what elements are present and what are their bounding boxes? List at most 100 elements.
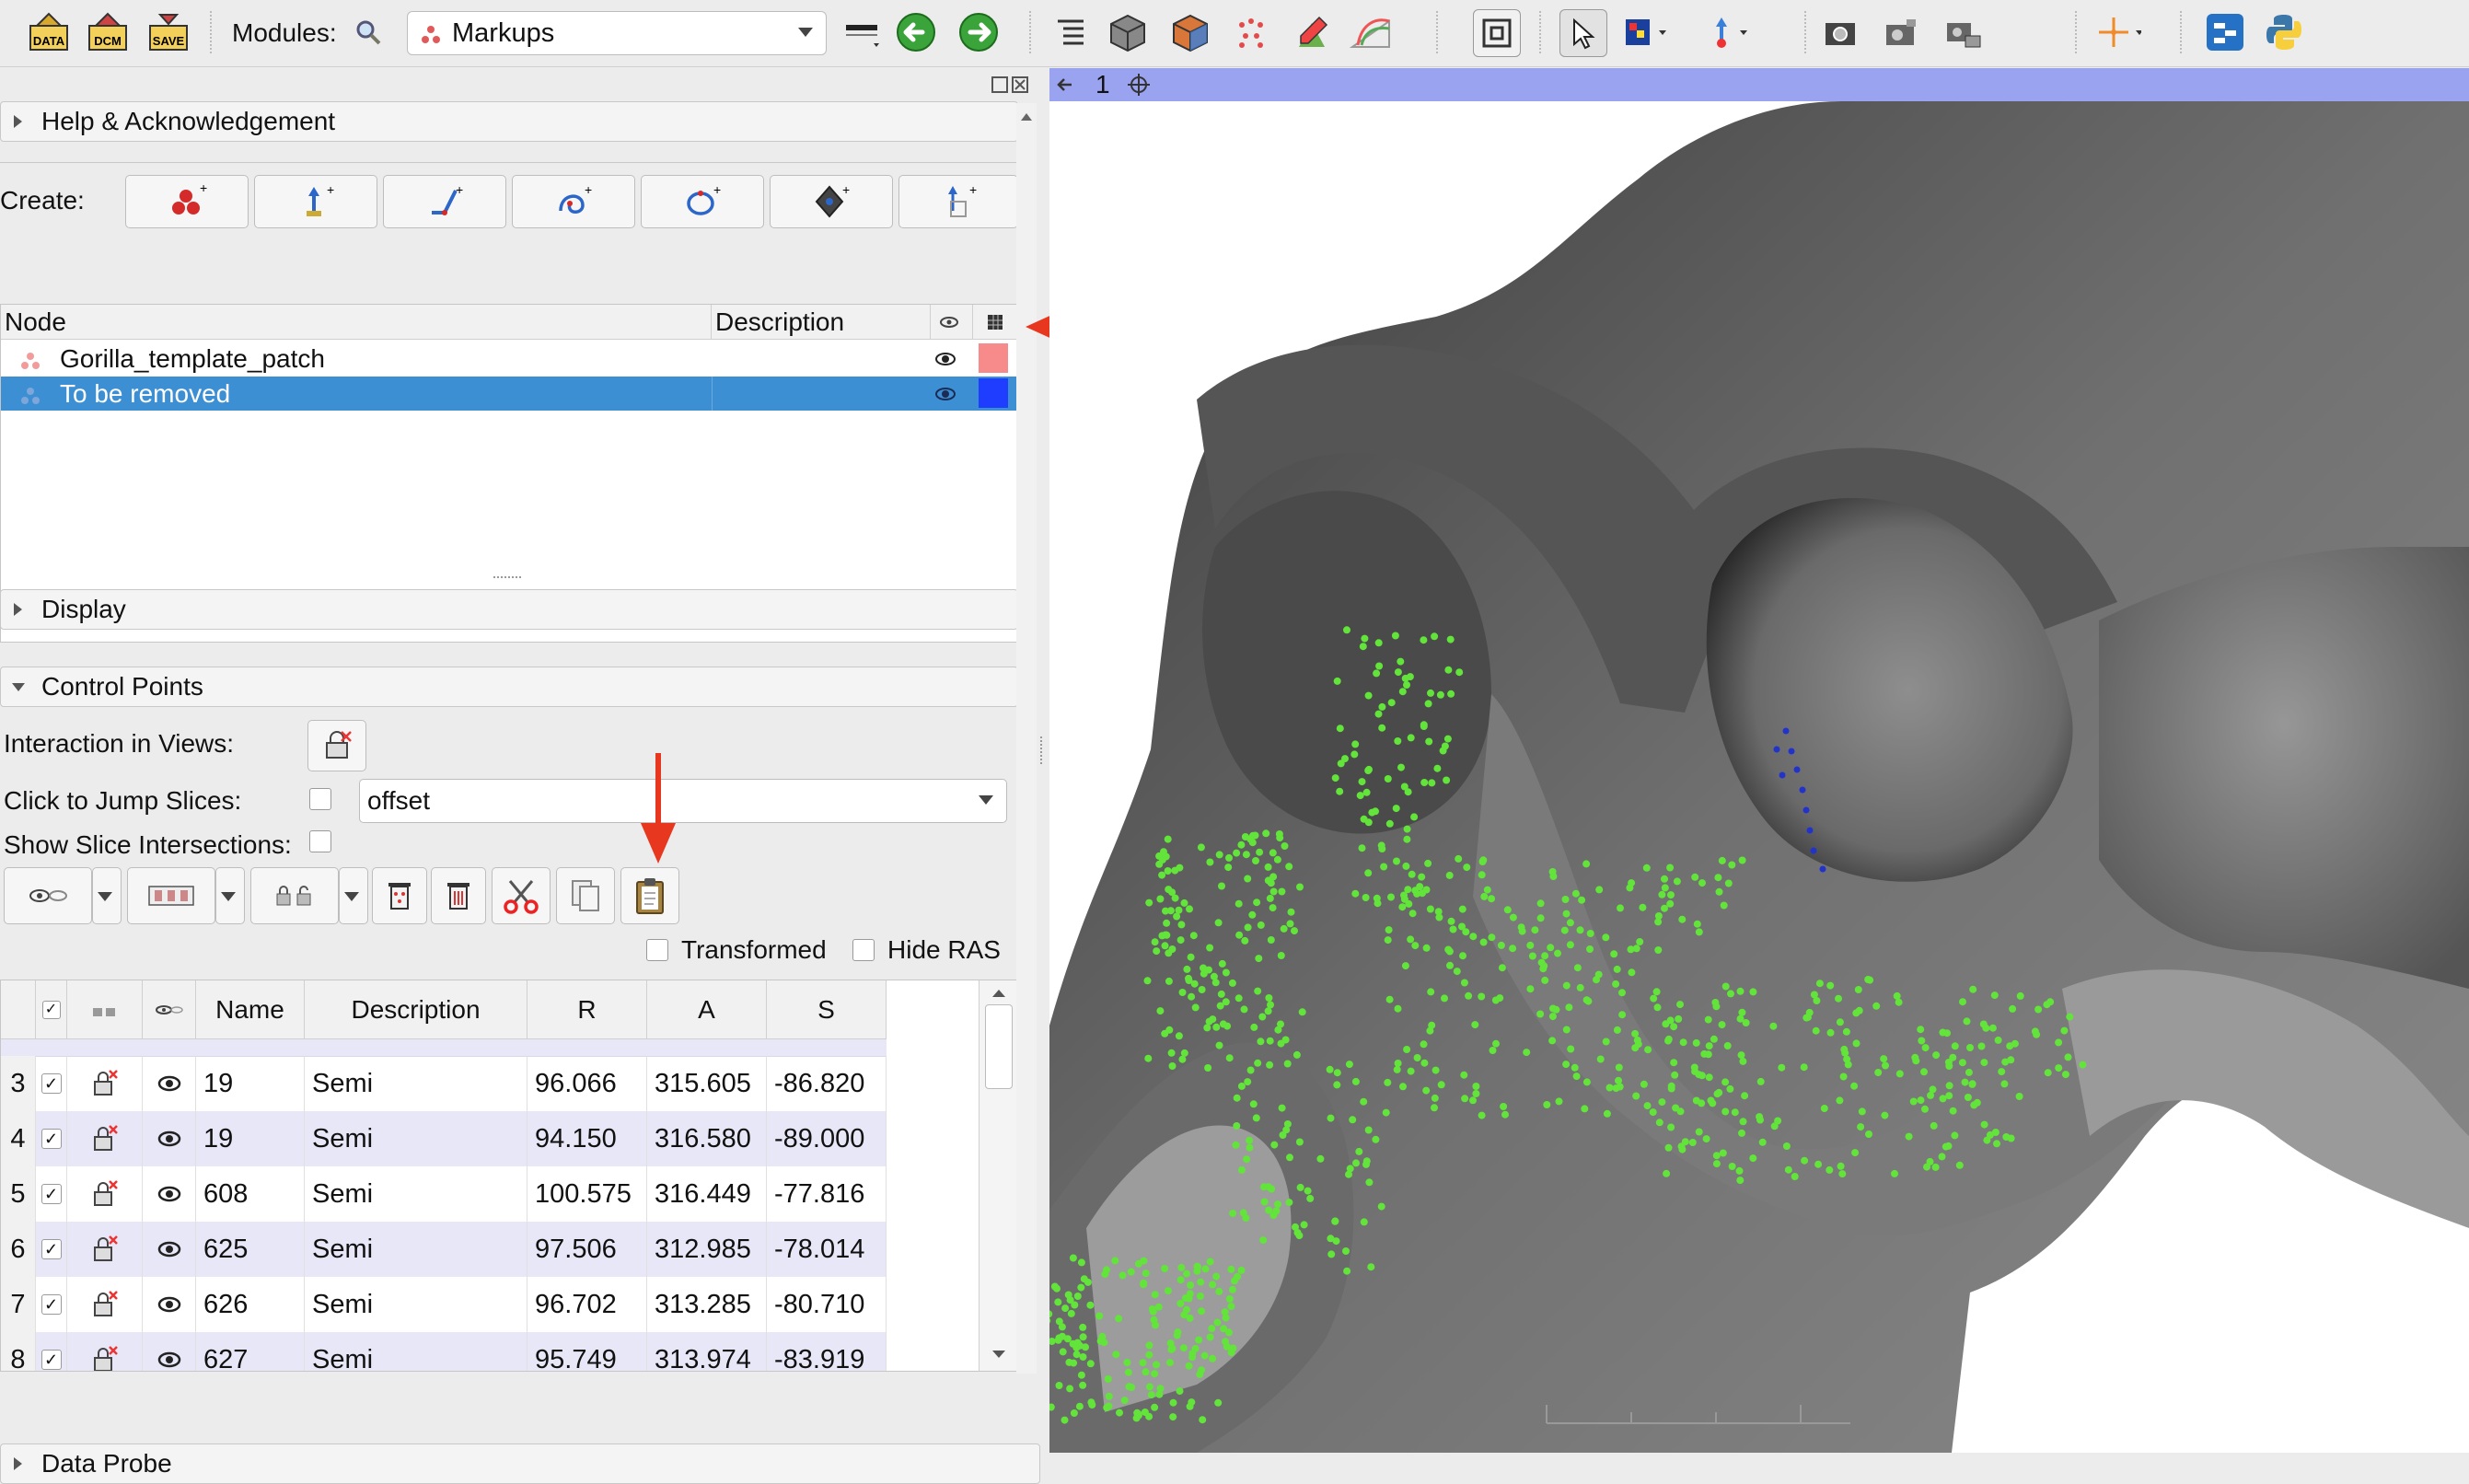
- row-checkbox[interactable]: ✓: [36, 1056, 67, 1111]
- row-visibility-eye-icon[interactable]: [143, 1277, 196, 1332]
- interaction-lock-button[interactable]: [307, 720, 366, 771]
- row-lock-icon[interactable]: [67, 1277, 143, 1332]
- r-column-header[interactable]: R: [527, 980, 647, 1039]
- delete-all-points-button[interactable]: [431, 867, 486, 924]
- row-r-value[interactable]: 100.575: [527, 1166, 647, 1222]
- row-r-value[interactable]: 97.506: [527, 1222, 647, 1277]
- table-row[interactable]: 5 ✓ 608 Semi 100.575 316.449 -77.816: [1, 1166, 887, 1222]
- row-a-value[interactable]: 313.974: [647, 1332, 767, 1371]
- a-column-header[interactable]: A: [647, 980, 767, 1039]
- row-s-value[interactable]: -83.919: [767, 1332, 887, 1371]
- name-column-header[interactable]: Name: [196, 980, 305, 1039]
- row-a-value[interactable]: 313.285: [647, 1277, 767, 1332]
- undock-icon[interactable]: [991, 76, 1008, 93]
- slice-intersections-checkbox[interactable]: [309, 830, 331, 852]
- row-name[interactable]: 608: [196, 1166, 305, 1222]
- row-visibility-eye-icon[interactable]: [143, 1166, 196, 1222]
- cut-button[interactable]: [492, 867, 551, 924]
- row-s-value[interactable]: -89.000: [767, 1111, 887, 1166]
- data-probe-section-header[interactable]: Data Probe: [0, 1443, 1040, 1484]
- removed-point-markers[interactable]: [1773, 727, 1826, 873]
- row-description[interactable]: Semi: [305, 1277, 527, 1332]
- create-point-list-button[interactable]: +: [125, 175, 249, 228]
- row-lock-icon[interactable]: [67, 1222, 143, 1277]
- table-row[interactable]: 7 ✓ 626 Semi 96.702 313.285 -80.710: [1, 1277, 887, 1332]
- delete-point-button[interactable]: [372, 867, 427, 924]
- description-column-header[interactable]: Description: [305, 980, 527, 1039]
- create-angle-button[interactable]: +: [383, 175, 506, 228]
- row-lock-icon[interactable]: [67, 1332, 143, 1371]
- row-description[interactable]: Semi: [305, 1166, 527, 1222]
- splitter-handle[interactable]: [493, 576, 521, 582]
- python-icon[interactable]: [2261, 9, 2307, 55]
- row-a-value[interactable]: 315.605: [647, 1056, 767, 1111]
- row-checkbox[interactable]: ✓: [36, 1277, 67, 1332]
- lock-column-icon[interactable]: [67, 980, 143, 1039]
- visibility-column-icon[interactable]: [143, 980, 196, 1039]
- module-list-icon[interactable]: [1048, 9, 1094, 55]
- select-all-checkbox[interactable]: ✓: [36, 980, 67, 1039]
- node-color-swatch[interactable]: [979, 343, 1008, 373]
- extension-icon[interactable]: [2202, 9, 2248, 55]
- curve-place-icon[interactable]: [1707, 9, 1753, 55]
- model-cube-icon[interactable]: [1167, 9, 1213, 55]
- description-column-header[interactable]: Description: [712, 305, 931, 340]
- save-icon[interactable]: SAVE: [145, 9, 191, 55]
- close-icon[interactable]: [1012, 76, 1028, 93]
- lock-toggle-button[interactable]: [250, 867, 339, 924]
- row-visibility-eye-icon[interactable]: [143, 1332, 196, 1371]
- lock-dropdown-button[interactable]: [339, 867, 368, 924]
- node-visibility-eye-icon[interactable]: [933, 382, 958, 412]
- row-s-value[interactable]: -78.014: [767, 1222, 887, 1277]
- back-arrow-icon[interactable]: [893, 9, 939, 55]
- visibility-dropdown-button[interactable]: [92, 867, 122, 924]
- node-color-swatch[interactable]: [979, 378, 1008, 408]
- row-description[interactable]: Semi: [305, 1056, 527, 1111]
- create-closed-curve-button[interactable]: +: [641, 175, 764, 228]
- selection-toggle-button[interactable]: [127, 867, 215, 924]
- row-description[interactable]: Semi: [305, 1332, 527, 1371]
- row-lock-icon[interactable]: [67, 1111, 143, 1166]
- module-selector[interactable]: Markups: [407, 11, 827, 55]
- data-icon[interactable]: DATA: [26, 9, 72, 55]
- row-r-value[interactable]: 95.749: [527, 1332, 647, 1371]
- pin-icon[interactable]: [1055, 72, 1077, 98]
- row-a-value[interactable]: 316.449: [647, 1166, 767, 1222]
- row-s-value[interactable]: -80.710: [767, 1277, 887, 1332]
- create-curve-button[interactable]: +: [512, 175, 635, 228]
- sequence-icon[interactable]: [1348, 9, 1394, 55]
- dcm-icon[interactable]: DCM: [85, 9, 131, 55]
- visibility-toggle-button[interactable]: [4, 867, 92, 924]
- create-plane-button[interactable]: +: [770, 175, 893, 228]
- row-name[interactable]: 626: [196, 1277, 305, 1332]
- control-point-markers[interactable]: [1049, 626, 2087, 1424]
- create-line-button[interactable]: +: [254, 175, 377, 228]
- row-s-value[interactable]: -86.820: [767, 1056, 887, 1111]
- node-row-selected[interactable]: To be removed: [1, 377, 1017, 411]
- copy-button[interactable]: [556, 867, 615, 924]
- row-description[interactable]: Semi: [305, 1222, 527, 1277]
- hide-ras-checkbox[interactable]: [852, 939, 875, 961]
- node-column-header[interactable]: Node: [1, 305, 712, 340]
- scrollbar-thumb[interactable]: [985, 1004, 1013, 1089]
- pointer-icon[interactable]: [1559, 9, 1607, 57]
- create-roi-button[interactable]: +: [898, 175, 1018, 228]
- transformed-checkbox[interactable]: [646, 939, 668, 961]
- row-s-value[interactable]: -77.816: [767, 1166, 887, 1222]
- row-visibility-eye-icon[interactable]: [143, 1111, 196, 1166]
- node-row[interactable]: Gorilla_template_patch: [1, 342, 1017, 376]
- markups-points-icon[interactable]: [1228, 9, 1274, 55]
- forward-arrow-icon[interactable]: [956, 9, 1002, 55]
- row-a-value[interactable]: 316.580: [647, 1111, 767, 1166]
- table-row[interactable]: 3 ✓ 19 Semi 96.066 315.605 -86.820: [1, 1056, 887, 1111]
- table-row[interactable]: 4 ✓ 19 Semi 94.150 316.580 -89.000: [1, 1111, 887, 1166]
- row-a-value[interactable]: 312.985: [647, 1222, 767, 1277]
- row-checkbox[interactable]: ✓: [36, 1111, 67, 1166]
- row-visibility-eye-icon[interactable]: [143, 1222, 196, 1277]
- row-checkbox[interactable]: ✓: [36, 1222, 67, 1277]
- help-section-header[interactable]: Help & Acknowledgement: [0, 101, 1018, 142]
- search-icon[interactable]: [350, 9, 387, 55]
- row-name[interactable]: 627: [196, 1332, 305, 1371]
- crosshair-box-icon[interactable]: [1473, 9, 1521, 57]
- display-section-header[interactable]: Display: [0, 589, 1018, 630]
